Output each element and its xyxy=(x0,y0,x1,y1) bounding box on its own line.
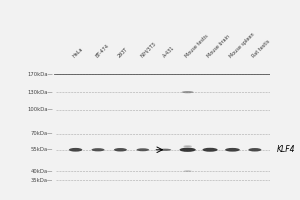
Text: Mouse spleen: Mouse spleen xyxy=(229,32,256,59)
Text: Rat testis: Rat testis xyxy=(251,39,271,59)
Text: 70kDa—: 70kDa— xyxy=(31,131,53,136)
Text: 100kDa—: 100kDa— xyxy=(27,107,53,112)
Text: A-431: A-431 xyxy=(162,45,176,59)
Ellipse shape xyxy=(159,149,171,151)
Ellipse shape xyxy=(114,148,127,152)
Text: Mouse testis: Mouse testis xyxy=(184,33,209,59)
Text: Mouse brain: Mouse brain xyxy=(206,34,231,59)
Text: 293T: 293T xyxy=(117,47,129,59)
Ellipse shape xyxy=(182,91,194,93)
Ellipse shape xyxy=(179,148,196,152)
Text: 35kDa—: 35kDa— xyxy=(31,178,53,183)
Text: KLF4: KLF4 xyxy=(277,145,295,154)
Ellipse shape xyxy=(69,148,82,152)
Ellipse shape xyxy=(184,170,192,172)
Text: 170kDa—: 170kDa— xyxy=(27,72,53,77)
Text: BT-474: BT-474 xyxy=(94,43,110,59)
Text: 40kDa—: 40kDa— xyxy=(31,169,53,174)
Text: 130kDa—: 130kDa— xyxy=(27,90,53,95)
Text: NIH/3T3: NIH/3T3 xyxy=(139,41,157,59)
Ellipse shape xyxy=(183,145,192,147)
Text: HeLa: HeLa xyxy=(72,46,84,59)
Ellipse shape xyxy=(92,148,104,151)
Ellipse shape xyxy=(202,148,217,152)
Ellipse shape xyxy=(136,148,149,151)
Ellipse shape xyxy=(248,148,261,152)
Text: 55kDa—: 55kDa— xyxy=(31,147,53,152)
Ellipse shape xyxy=(225,148,240,152)
